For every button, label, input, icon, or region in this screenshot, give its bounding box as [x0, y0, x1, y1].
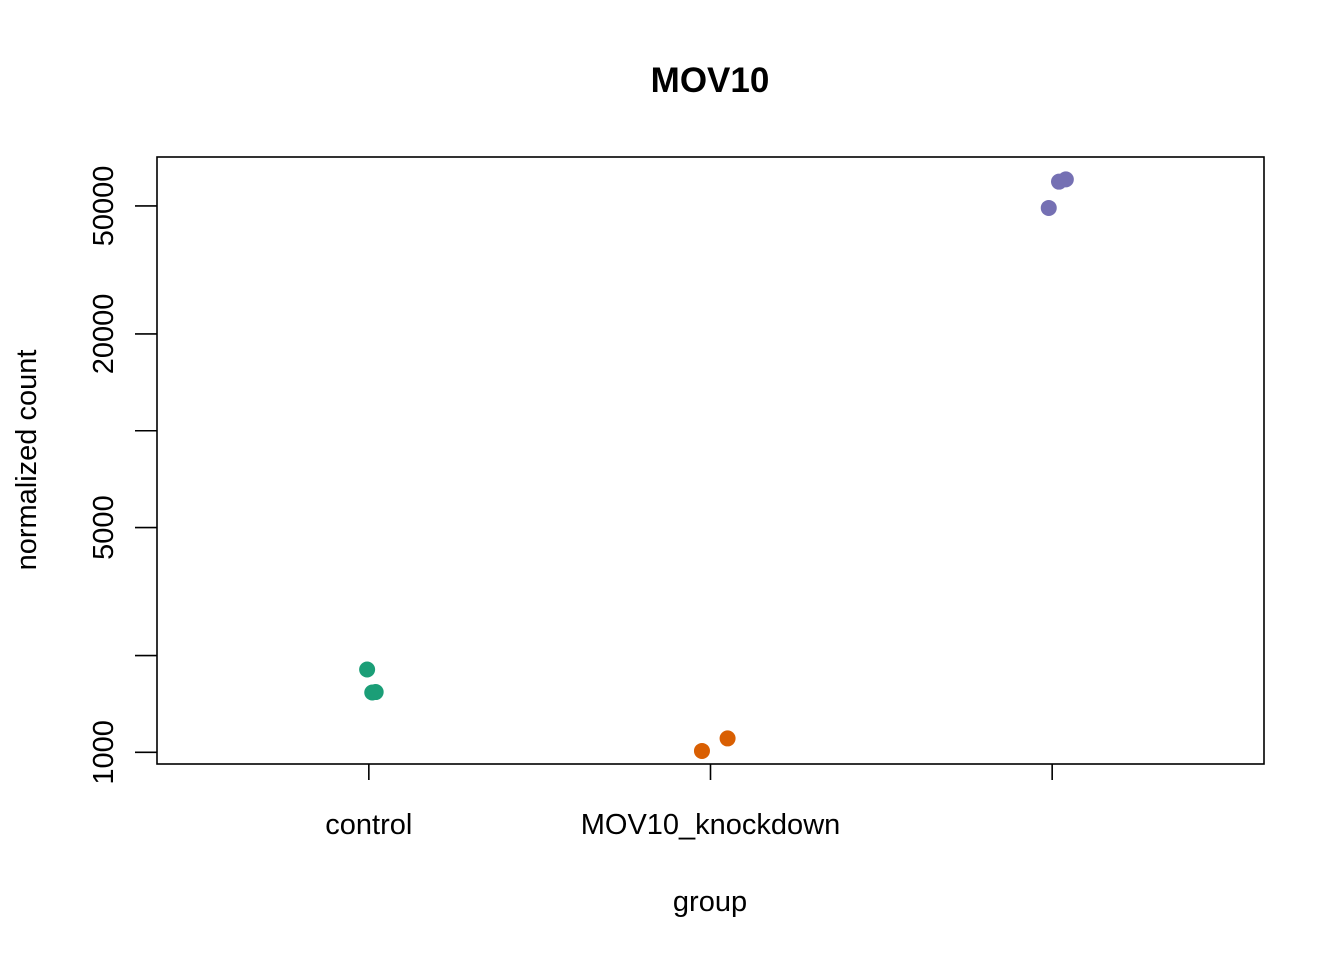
y-tick-label: 50000: [88, 166, 120, 247]
data-points: [359, 171, 1074, 759]
x-tick-label: control: [325, 809, 412, 841]
data-point: [367, 684, 384, 701]
x-axis-label: group: [673, 886, 747, 918]
y-tick-label: 5000: [88, 495, 120, 560]
y-tick-label: 1000: [88, 720, 120, 785]
y-tick-label: 20000: [88, 294, 120, 375]
x-axis: control MOV10_knockdown: [325, 764, 1053, 841]
data-point: [1040, 199, 1057, 216]
data-point: [1057, 171, 1074, 188]
data-point: [719, 730, 736, 747]
x-tick-label: MOV10_knockdown: [581, 809, 841, 841]
y-axis-label: normalized count: [11, 350, 43, 571]
chart-title: MOV10: [651, 61, 770, 100]
y-axis: 1000 5000 20000 50000: [88, 166, 157, 785]
plot-frame: [156, 156, 1265, 765]
data-point: [359, 661, 376, 678]
data-point: [693, 742, 710, 759]
